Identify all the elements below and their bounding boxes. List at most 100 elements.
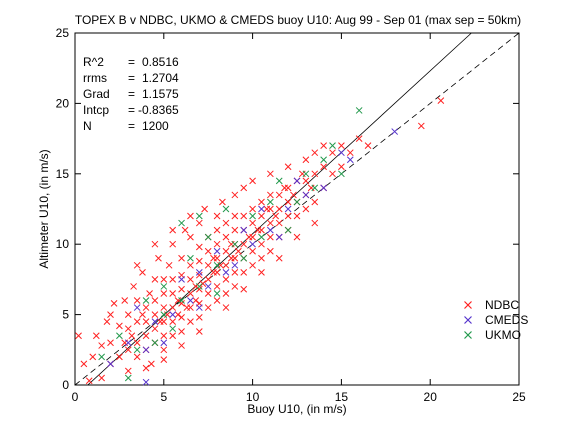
legend-marker-ukmo	[464, 331, 472, 339]
point-ndbc-36	[151, 297, 159, 304]
point-ndbc-19	[128, 332, 136, 340]
stat-grad-eq: =	[128, 87, 135, 101]
point-ndbc-29	[142, 318, 150, 325]
point-ndbc-43	[160, 304, 168, 311]
point-ndbc-26	[139, 269, 146, 276]
point-ndbc-174	[417, 122, 425, 130]
point-ukmo-17	[249, 212, 256, 220]
point-ndbc-137	[267, 205, 274, 213]
point-ndbc-170	[338, 142, 345, 149]
identity-line	[74, 32, 520, 386]
point-ndbc-95	[213, 212, 221, 220]
x-tick-label-0: 0	[72, 390, 79, 404]
point-ndbc-168	[329, 149, 336, 157]
point-ndbc-14	[121, 297, 129, 304]
point-ndbc-38	[155, 254, 162, 262]
point-ndbc-66	[187, 290, 194, 297]
point-ukmo-2	[124, 374, 132, 382]
point-ndbc-173	[364, 142, 372, 149]
point-ndbc-48	[169, 332, 177, 340]
x-tick-label-2: 10	[246, 390, 260, 404]
stat-r2-eq: =	[128, 55, 135, 69]
point-ndbc-54	[174, 311, 182, 318]
point-ndbc-165	[320, 163, 327, 171]
point-ndbc-0	[75, 332, 82, 340]
y-tick-label-2: 10	[56, 237, 70, 251]
point-ndbc-189	[169, 226, 177, 234]
point-ndbc-119	[240, 184, 248, 192]
point-ndbc-16	[124, 346, 132, 354]
point-ndbc-186	[293, 233, 301, 241]
point-ndbc-111	[231, 212, 239, 220]
point-ndbc-162	[311, 170, 319, 178]
point-ndbc-175	[437, 97, 445, 104]
point-ndbc-148	[284, 198, 292, 206]
point-ndbc-40	[160, 346, 168, 354]
point-ukmo-18	[258, 233, 265, 241]
point-ndbc-1	[80, 360, 88, 368]
point-cmeds-25	[133, 304, 141, 311]
point-ndbc-85	[204, 247, 212, 255]
point-ukmo-29	[160, 311, 168, 318]
point-ukmo-22	[293, 198, 301, 206]
legend-marker-ndbc	[464, 301, 472, 309]
point-cmeds-1	[124, 339, 132, 347]
point-cmeds-22	[338, 149, 345, 157]
point-ukmo-10	[178, 219, 185, 227]
point-ndbc-77	[195, 243, 203, 251]
point-ndbc-61	[178, 254, 185, 262]
point-ndbc-44	[160, 290, 168, 297]
point-ndbc-125	[249, 205, 256, 213]
axis-ticks: 0 5 10 15 20 25 0 5 10 15 20 25	[56, 26, 526, 404]
point-ukmo-13	[213, 261, 221, 269]
point-ndbc-107	[231, 269, 239, 276]
point-ndbc-97	[219, 198, 226, 206]
point-ukmo-15	[231, 240, 239, 248]
point-ndbc-93	[213, 240, 221, 248]
point-ukmo-3	[133, 346, 141, 354]
point-ndbc-76	[195, 257, 203, 265]
point-ndbc-34	[151, 325, 159, 333]
point-cmeds-19	[293, 177, 301, 185]
point-ndbc-45	[160, 276, 168, 283]
point-ndbc-149	[284, 184, 292, 192]
point-ndbc-182	[195, 328, 203, 335]
point-ndbc-158	[302, 177, 310, 185]
point-ndbc-6	[98, 342, 105, 349]
point-ndbc-18	[124, 311, 132, 318]
point-ukmo-19	[267, 198, 274, 206]
y-axis-label: Altimeter U10, (in m/s)	[37, 149, 51, 268]
point-ndbc-187	[311, 219, 319, 227]
point-ndbc-113	[235, 247, 242, 255]
point-cmeds-0	[107, 360, 114, 368]
point-ndbc-42	[160, 318, 168, 325]
point-ndbc-184	[107, 311, 114, 318]
point-ndbc-100	[222, 261, 230, 269]
point-ndbc-75	[195, 271, 203, 279]
point-ukmo-21	[284, 226, 292, 234]
point-ndbc-140	[272, 212, 280, 220]
point-ndbc-50	[169, 304, 177, 311]
point-ndbc-32	[148, 360, 155, 368]
point-ndbc-112	[231, 191, 239, 199]
point-ndbc-7	[103, 318, 111, 325]
point-ndbc-151	[290, 191, 297, 199]
point-ndbc-134	[267, 247, 274, 255]
point-ndbc-23	[133, 318, 141, 325]
point-ndbc-57	[178, 314, 185, 321]
stat-rrms-value: 1.2704	[142, 71, 179, 85]
stat-grad-label: Grad	[83, 87, 110, 101]
point-cmeds-27	[195, 304, 203, 311]
point-ndbc-25	[139, 311, 146, 318]
point-ndbc-108	[231, 254, 239, 262]
point-ndbc-74	[195, 285, 203, 293]
point-ndbc-190	[151, 240, 159, 248]
point-ndbc-70	[192, 297, 200, 304]
point-ndbc-9	[107, 339, 114, 347]
point-ukmo-4	[142, 297, 150, 304]
stat-rrms-eq: =	[128, 71, 135, 85]
point-ndbc-102	[222, 233, 230, 241]
point-ukmo-0	[98, 353, 105, 361]
point-ndbc-156	[302, 205, 310, 213]
